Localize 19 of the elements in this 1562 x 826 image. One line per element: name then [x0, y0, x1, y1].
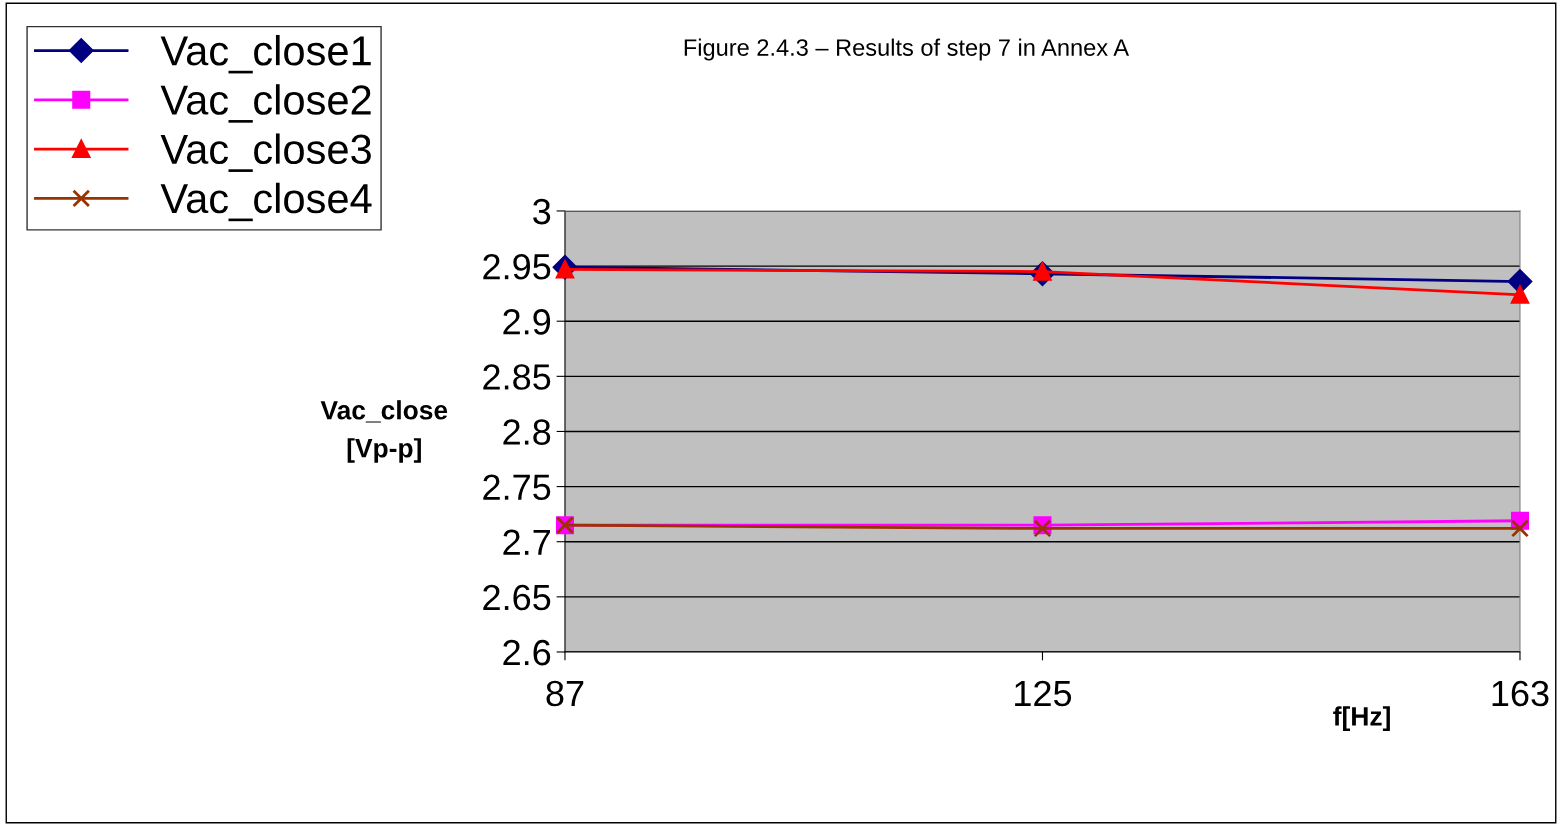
x-axis-title: f[Hz] — [1333, 706, 1390, 731]
legend-label: Vac_close2 — [160, 84, 371, 123]
y-axis-title: Vac_close [Vp-p] — [320, 400, 448, 463]
y-tick-label: 2.9 — [503, 309, 551, 335]
legend-label: Vac_close4 — [160, 182, 372, 222]
y-tick-label: 2.8 — [503, 419, 551, 445]
x-tick-label: 163 — [1492, 680, 1549, 707]
x-tick-label: 87 — [546, 680, 584, 707]
y-tick-label: 3 — [533, 198, 551, 225]
chart-title: Figure 2.4.3 – Results of step 7 in Annex A — [684, 38, 1130, 61]
y-tick-label: 2.95 — [483, 253, 551, 280]
legend-label: Vac_close3 — [160, 133, 371, 172]
x-tick-label: 125 — [1015, 680, 1072, 707]
y-tick-label: 2.85 — [483, 364, 551, 390]
y-tick-label: 2.6 — [503, 639, 551, 666]
y-tick-label: 2.65 — [483, 584, 551, 611]
legend-label: Vac_close1 — [160, 34, 371, 74]
y-tick-label: 2.7 — [503, 529, 550, 555]
y-tick-label: 2.75 — [483, 474, 551, 501]
